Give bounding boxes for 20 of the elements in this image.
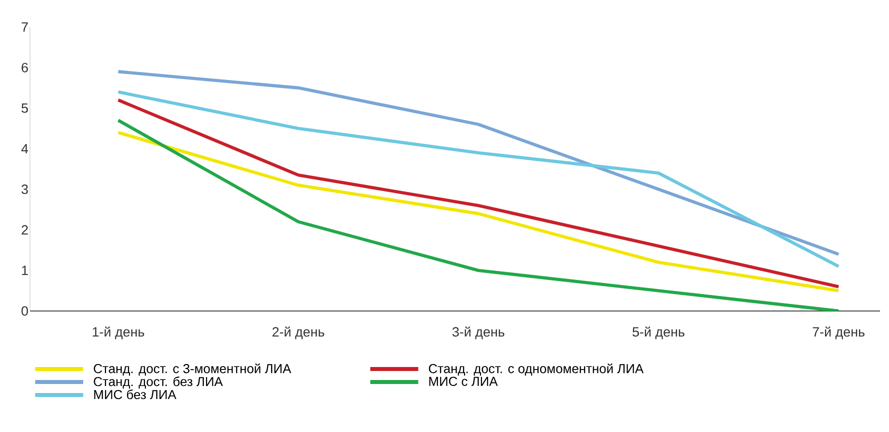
y-tick-label: 5 xyxy=(22,103,28,113)
legend-label: Станд. дост. с 3-моментной ЛИА xyxy=(94,363,292,376)
y-tick-label: 4 xyxy=(21,144,28,154)
line-series xyxy=(116,70,840,256)
x-tick-label: 7-й день xyxy=(812,326,865,340)
legend-label: МИС с ЛИА xyxy=(429,376,498,386)
legend-label: Станд. дост. без ЛИА xyxy=(94,376,223,389)
y-tick-label: 3 xyxy=(22,184,28,194)
x-tick-label: 3-й день xyxy=(452,326,504,340)
y-tick-label: 7 xyxy=(22,22,28,32)
legend-label: МИС без ЛИА xyxy=(94,390,176,400)
line-series xyxy=(116,130,840,292)
x-tick-label: 2-й день xyxy=(272,326,324,340)
y-tick-label: 6 xyxy=(22,62,28,72)
y-tick-label: 1 xyxy=(22,266,28,276)
x-tick-label: 5-й день xyxy=(632,326,684,340)
y-tick-label: 0 xyxy=(22,306,28,316)
y-tick-label: 2 xyxy=(22,225,28,235)
legend-label: Станд. дост. с одномоментной ЛИА xyxy=(428,363,644,376)
x-tick-label: 1-й день xyxy=(92,326,144,340)
